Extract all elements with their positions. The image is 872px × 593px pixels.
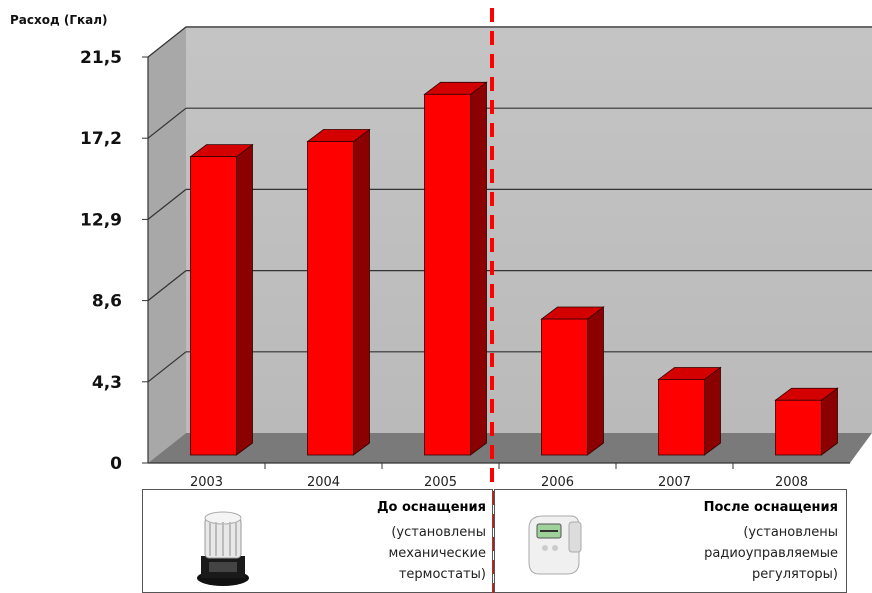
gridline-side xyxy=(147,26,187,58)
legend-after-box: После оснащения (установлены радиоуправл… xyxy=(494,489,847,593)
plot-side-wall xyxy=(148,26,186,463)
legend-after-line-1: (установлены xyxy=(743,525,838,540)
plot-floor xyxy=(148,433,872,463)
y-tick-label: 4,3 xyxy=(92,373,122,393)
x-tick-label: 2006 xyxy=(541,475,574,490)
legend-after-line-3: регуляторы) xyxy=(751,567,838,582)
x-tick-label: 2008 xyxy=(775,475,808,490)
mechanical-thermostat-icon xyxy=(197,511,249,586)
bar xyxy=(658,379,705,456)
radio-regulator-icon xyxy=(528,515,582,575)
x-tick-label: 2003 xyxy=(190,475,223,490)
y-axis-label: Расход (Гкал) xyxy=(10,13,108,27)
bar-side xyxy=(353,128,370,456)
legend-after-line-2: радиоуправляемые xyxy=(704,546,838,561)
y-tick-label: 8,6 xyxy=(92,292,122,312)
gridline-side xyxy=(147,270,187,302)
gridline-side xyxy=(147,351,187,383)
bar-side xyxy=(587,306,604,456)
legend-before-box: До оснащения (установлены механические т… xyxy=(142,489,493,593)
legend-after-title: После оснащения xyxy=(703,500,838,515)
legend-before-title: До оснащения xyxy=(376,500,486,515)
bar-side xyxy=(470,81,487,456)
legend-before-line-1: (установлены xyxy=(391,525,486,540)
bar xyxy=(541,318,588,456)
bar xyxy=(424,93,471,456)
y-tick-label: 0 xyxy=(110,454,122,474)
gridline-side xyxy=(147,188,187,220)
x-tick-label: 2004 xyxy=(307,475,340,490)
legend-before-line-3: термостаты) xyxy=(398,567,486,582)
bar xyxy=(775,399,822,456)
plot-back-wall xyxy=(186,26,872,433)
y-tick-label: 17,2 xyxy=(80,129,122,149)
x-tick-label: 2007 xyxy=(658,475,691,490)
bar xyxy=(307,141,354,456)
bar-side xyxy=(704,366,721,456)
bar-side xyxy=(236,143,253,456)
y-tick-label: 21,5 xyxy=(80,48,122,68)
legend-before-line-2: механические xyxy=(388,546,486,561)
bar xyxy=(190,156,237,456)
y-tick-label: 12,9 xyxy=(80,210,122,230)
x-tick-label: 2005 xyxy=(424,475,457,490)
gridline-side xyxy=(147,107,187,139)
